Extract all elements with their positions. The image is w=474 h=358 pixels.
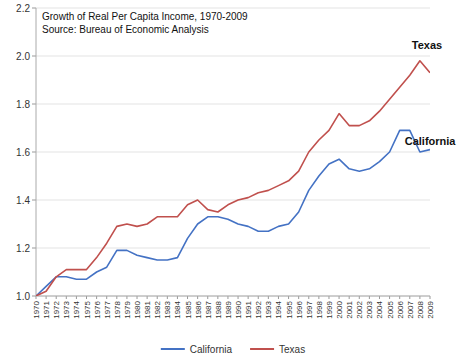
- x-tick-label: 1976: [93, 300, 102, 318]
- x-tick-label: 1997: [305, 300, 314, 318]
- x-tick-label: 1977: [103, 300, 112, 318]
- x-tick-label: 1999: [325, 300, 334, 318]
- x-tick-label: 1986: [194, 300, 203, 318]
- x-tick-label: 1990: [234, 300, 243, 318]
- y-tick: [32, 56, 36, 57]
- x-tick-label: 2007: [406, 300, 415, 318]
- x-tick-label: 1988: [214, 300, 223, 318]
- x-tick-label: 1984: [173, 300, 182, 318]
- x-tick-label: 1987: [204, 300, 213, 318]
- y-tick: [32, 104, 36, 105]
- x-tick-label: 1973: [62, 300, 71, 318]
- annotation: California: [405, 135, 457, 147]
- y-tick-label: 1.8: [16, 99, 30, 110]
- x-tick-label: 1982: [153, 300, 162, 318]
- x-tick-label: 1983: [163, 300, 172, 318]
- x-tick-label: 1993: [264, 300, 273, 318]
- axes: 1.01.21.41.61.82.02.21970197119721973197…: [16, 3, 435, 319]
- x-tick-label: 1994: [274, 300, 283, 318]
- legend-swatch: [161, 348, 185, 350]
- x-tick-label: 1970: [32, 300, 41, 318]
- y-tick-label: 2.0: [16, 51, 30, 62]
- x-tick-label: 1992: [254, 300, 263, 318]
- grid-line: [36, 296, 430, 297]
- grid-line: [36, 152, 430, 153]
- y-tick: [32, 200, 36, 201]
- chart: 1.01.21.41.61.82.02.21970197119721973197…: [0, 0, 474, 358]
- x-tick-label: 1991: [244, 300, 253, 318]
- grid-line: [36, 200, 430, 201]
- x-tick-label: 1980: [133, 300, 142, 318]
- legend: California Texas: [161, 344, 305, 355]
- x-tick-label: 2006: [396, 300, 405, 318]
- legend-label: Texas: [279, 344, 305, 355]
- x-tick-label: 1975: [83, 300, 92, 318]
- line: [36, 61, 430, 296]
- x-tick-label: 2004: [375, 300, 384, 318]
- title: Growth of Real Per Capita Income, 1970-2…: [42, 11, 248, 22]
- y-tick-label: 1.6: [16, 147, 30, 158]
- legend-item: California: [161, 344, 233, 355]
- legend-item: Texas: [250, 344, 305, 355]
- x-tick-label: 1998: [315, 300, 324, 318]
- x-tick-label: 2003: [365, 300, 374, 318]
- y-tick-label: 1.0: [16, 291, 30, 302]
- x-tick-label: 1978: [113, 300, 122, 318]
- x-tick-label: 1974: [72, 300, 81, 318]
- y-tick: [32, 152, 36, 153]
- x-tick-label: 2000: [335, 300, 344, 318]
- grid-line: [36, 104, 430, 105]
- y-tick: [32, 248, 36, 249]
- x-tick-label: 1985: [184, 300, 193, 318]
- x-tick-label: 2008: [416, 300, 425, 318]
- plot-area: [36, 61, 430, 296]
- y-axis: [36, 8, 37, 296]
- x-tick-label: 2001: [345, 300, 354, 318]
- line: [36, 130, 430, 296]
- legend-swatch: [250, 348, 274, 350]
- x-tick-label: 2002: [355, 300, 364, 318]
- x-tick-label: 1981: [143, 300, 152, 318]
- legend-label: California: [190, 344, 233, 355]
- grid-line: [36, 248, 430, 249]
- subtitle: Source: Bureau of Economic Analysis: [42, 24, 209, 35]
- x-tick-label: 1972: [52, 300, 61, 318]
- x-tick-label: 2009: [426, 300, 435, 318]
- x-tick-label: 1995: [285, 300, 294, 318]
- y-tick: [32, 296, 36, 297]
- grid-line: [36, 8, 430, 9]
- x-tick-label: 1996: [295, 300, 304, 318]
- y-tick-label: 1.2: [16, 243, 30, 254]
- x-tick-label: 2005: [386, 300, 395, 318]
- x-tick-label: 1971: [42, 300, 51, 318]
- y-tick: [32, 8, 36, 9]
- annotation: Texas: [412, 39, 442, 51]
- x-axis: [36, 296, 430, 297]
- y-tick-label: 1.4: [16, 195, 30, 206]
- x-tick-label: 1989: [224, 300, 233, 318]
- x-tick-label: 1979: [123, 300, 132, 318]
- y-tick-label: 2.2: [16, 3, 30, 14]
- grid-line: [36, 56, 430, 57]
